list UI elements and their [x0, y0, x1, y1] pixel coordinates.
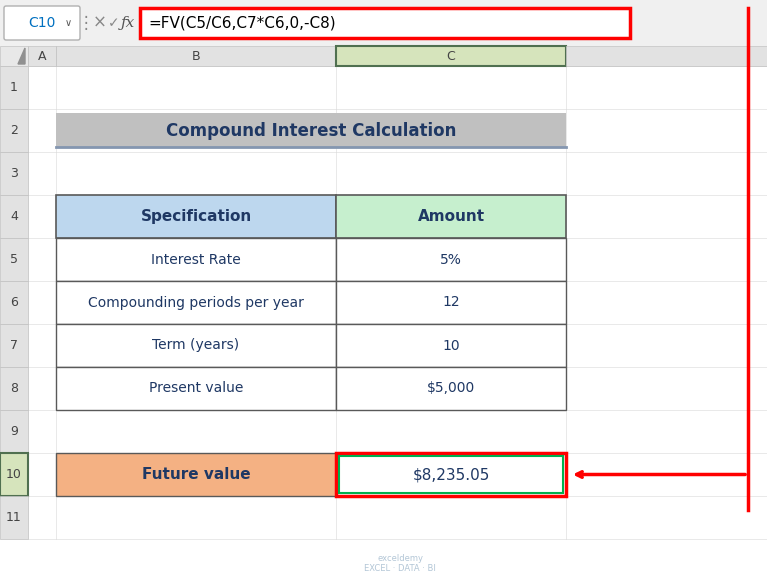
Text: 2: 2 — [10, 124, 18, 137]
Text: ×: × — [93, 14, 107, 32]
Bar — [0, 66, 28, 109]
Bar — [0, 281, 28, 324]
Bar — [56, 46, 336, 66]
Text: ∨: ∨ — [64, 18, 71, 28]
Text: 6: 6 — [10, 296, 18, 309]
Text: 7: 7 — [10, 339, 18, 352]
Bar — [56, 281, 336, 324]
FancyBboxPatch shape — [4, 6, 80, 40]
Text: Future value: Future value — [142, 467, 250, 482]
Text: C10: C10 — [28, 16, 56, 30]
Bar — [0, 109, 28, 152]
Bar — [336, 238, 566, 281]
Text: 10: 10 — [443, 339, 459, 353]
Text: Specification: Specification — [140, 209, 252, 224]
Bar — [0, 453, 28, 496]
Bar — [56, 195, 336, 238]
Bar — [0, 367, 28, 410]
Bar — [140, 8, 630, 38]
Bar — [336, 281, 566, 324]
Polygon shape — [18, 48, 25, 64]
Text: 11: 11 — [6, 511, 22, 524]
Text: 8: 8 — [10, 382, 18, 395]
Text: Compounding periods per year: Compounding periods per year — [88, 296, 304, 310]
Text: $5,000: $5,000 — [427, 381, 475, 395]
Bar — [336, 195, 566, 238]
Text: Term (years): Term (years) — [153, 339, 239, 353]
Text: 9: 9 — [10, 425, 18, 438]
Text: 5: 5 — [10, 253, 18, 266]
Bar — [0, 496, 28, 539]
Text: 4: 4 — [10, 210, 18, 223]
Bar — [336, 46, 566, 66]
Text: Present value: Present value — [149, 381, 243, 395]
Bar — [56, 238, 336, 281]
Text: ⋮: ⋮ — [77, 14, 94, 32]
Text: Amount: Amount — [417, 209, 485, 224]
Bar — [28, 46, 56, 66]
Bar — [56, 324, 336, 367]
Text: =FV(C5/C6,C7*C6,0,-C8): =FV(C5/C6,C7*C6,0,-C8) — [148, 16, 336, 30]
Text: 10: 10 — [6, 468, 22, 481]
Text: C: C — [446, 50, 456, 62]
Bar — [56, 367, 336, 410]
Bar — [0, 324, 28, 367]
Text: 3: 3 — [10, 167, 18, 180]
Text: exceldemy
EXCEL · DATA · BI: exceldemy EXCEL · DATA · BI — [364, 554, 436, 573]
Text: 12: 12 — [443, 296, 459, 310]
Text: 1: 1 — [10, 81, 18, 94]
Bar — [0, 46, 28, 66]
Bar — [0, 410, 28, 453]
Bar — [0, 152, 28, 195]
Bar — [336, 324, 566, 367]
Text: ƒx: ƒx — [121, 16, 135, 30]
Bar — [336, 453, 566, 496]
Bar — [0, 238, 28, 281]
Text: 5%: 5% — [440, 252, 462, 266]
Bar — [56, 453, 336, 496]
Bar — [339, 456, 563, 493]
Bar — [56, 113, 566, 148]
Text: $8,235.05: $8,235.05 — [413, 467, 489, 482]
Text: A: A — [38, 50, 46, 62]
Text: Interest Rate: Interest Rate — [151, 252, 241, 266]
Text: Compound Interest Calculation: Compound Interest Calculation — [166, 121, 456, 140]
Bar — [336, 367, 566, 410]
Bar — [0, 195, 28, 238]
Bar — [566, 46, 767, 66]
Text: ✓: ✓ — [108, 16, 120, 30]
Text: B: B — [192, 50, 200, 62]
